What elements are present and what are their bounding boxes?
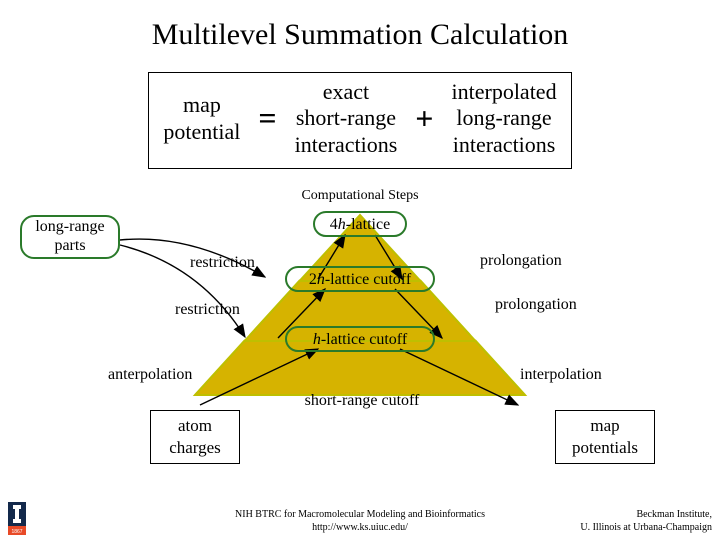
eq-plus: + [415,100,433,137]
equation-row: map potential = exact short-range intera… [100,72,620,169]
eq-lhs-l2: potential [163,119,240,145]
long-range-l1: long-range [35,218,104,235]
svg-text:1867: 1867 [11,529,22,535]
eq-lhs: map potential [163,92,240,145]
page-title: Multilevel Summation Calculation [0,18,720,52]
map-potentials-box: map potentials [555,410,655,464]
footer-right-l1: Beckman Institute, [636,509,712,520]
anterpolation-label: anterpolation [108,365,192,384]
eq-rhs-l2: long-range [456,105,551,131]
equation-box: map potential = exact short-range intera… [148,72,571,169]
atom-charges-l2: charges [169,438,221,457]
footer-center: NIH BTRC for Macromolecular Modeling and… [190,509,530,534]
eq-rhs: interpolated long-range interactions [452,79,557,158]
short-range-label: short-range cutoff [292,391,432,410]
lvl-bot-text: h-lattice cutoff [313,331,407,348]
lvl-bot-label: h-lattice cutoff [285,330,435,349]
long-range-parts-label: long-range parts [20,217,120,255]
eq-mid-l1: exact [323,79,369,105]
prolongation-label-2: prolongation [495,295,577,314]
prolongation-label-1: prolongation [480,251,562,270]
eq-equals: = [258,100,276,137]
eq-rhs-l1: interpolated [452,79,557,105]
atom-charges-box: atom charges [150,410,240,464]
lvl-top-label: 4h-lattice [313,215,407,234]
diagram: long-range parts 4h-lattice 2h-lattice c… [60,215,660,460]
illinois-logo-icon: 1867 [6,502,28,536]
restriction-label-1: restriction [190,253,255,272]
long-range-l2: parts [54,237,85,254]
lvl-top-text: 4h-lattice [330,216,390,233]
footer-center-l1: NIH BTRC for Macromolecular Modeling and… [235,509,485,520]
map-potentials-l2: potentials [572,438,638,457]
interpolation-label: interpolation [520,365,602,384]
computational-steps-label: Computational Steps [0,188,720,204]
eq-mid-l2: short-range [296,105,396,131]
footer-center-l2: http://www.ks.uiuc.edu/ [312,522,408,533]
footer-right: Beckman Institute, U. Illinois at Urbana… [580,509,712,534]
atom-charges-l1: atom [178,416,212,435]
footer-right-l2: U. Illinois at Urbana-Champaign [580,522,712,533]
lvl-mid-label: 2h-lattice cutoff [285,270,435,289]
eq-mid: exact short-range interactions [295,79,398,158]
map-potentials-l1: map [590,416,619,435]
eq-mid-l3: interactions [295,132,398,158]
restriction-label-2: restriction [175,300,240,319]
eq-rhs-l3: interactions [453,132,556,158]
triangle-icon [195,215,525,395]
lvl-mid-text: 2h-lattice cutoff [309,271,411,288]
eq-lhs-l1: map [183,92,221,118]
